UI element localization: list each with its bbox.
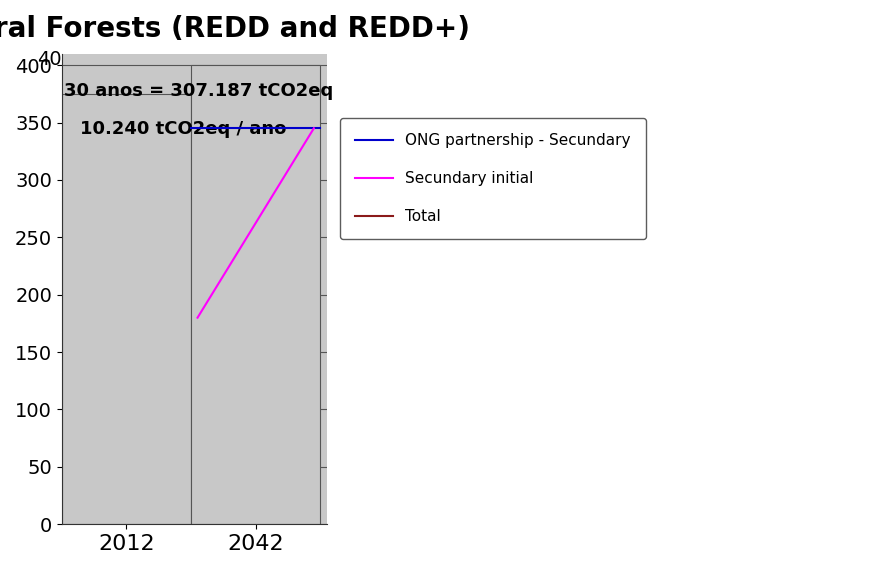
Bar <box>62 94 191 524</box>
Line: Secundary initial: Secundary initial <box>197 128 314 318</box>
ONG partnership - Secundary <box>315 125 326 131</box>
Text: 40: 40 <box>37 50 62 69</box>
Title: Natural Forests (REDD and REDD+): Natural Forests (REDD and REDD+) <box>0 15 470 43</box>
Text: 30 anos = 307.187 tCO2eq: 30 anos = 307.187 tCO2eq <box>64 82 334 100</box>
Secundary initial <box>308 125 319 131</box>
Secundary initial <box>192 314 203 321</box>
Legend: ONG partnership - Secundary, Secundary initial, Total: ONG partnership - Secundary, Secundary i… <box>340 118 646 239</box>
Bar <box>191 65 321 524</box>
Text: 10.240 tCO2eq / ano: 10.240 tCO2eq / ano <box>80 119 287 138</box>
ONG partnership - Secundary <box>186 125 196 131</box>
